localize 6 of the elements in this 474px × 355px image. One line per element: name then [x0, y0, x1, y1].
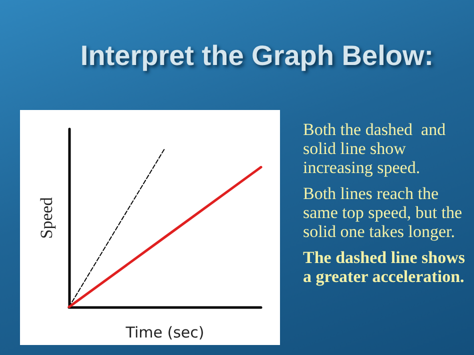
x-axis-title: Time (sec) [124, 324, 204, 342]
text: Both lines reach the same top speed, but the solid one takes longer. [303, 184, 464, 241]
text: The dashed line shows a greater acceleration. [303, 248, 466, 286]
chart-title: Interpret the Graph Below: [79, 40, 435, 72]
text: Both the dashed and solid line show increasing speed. [303, 120, 447, 177]
y-axis-title: Speed [37, 196, 56, 239]
